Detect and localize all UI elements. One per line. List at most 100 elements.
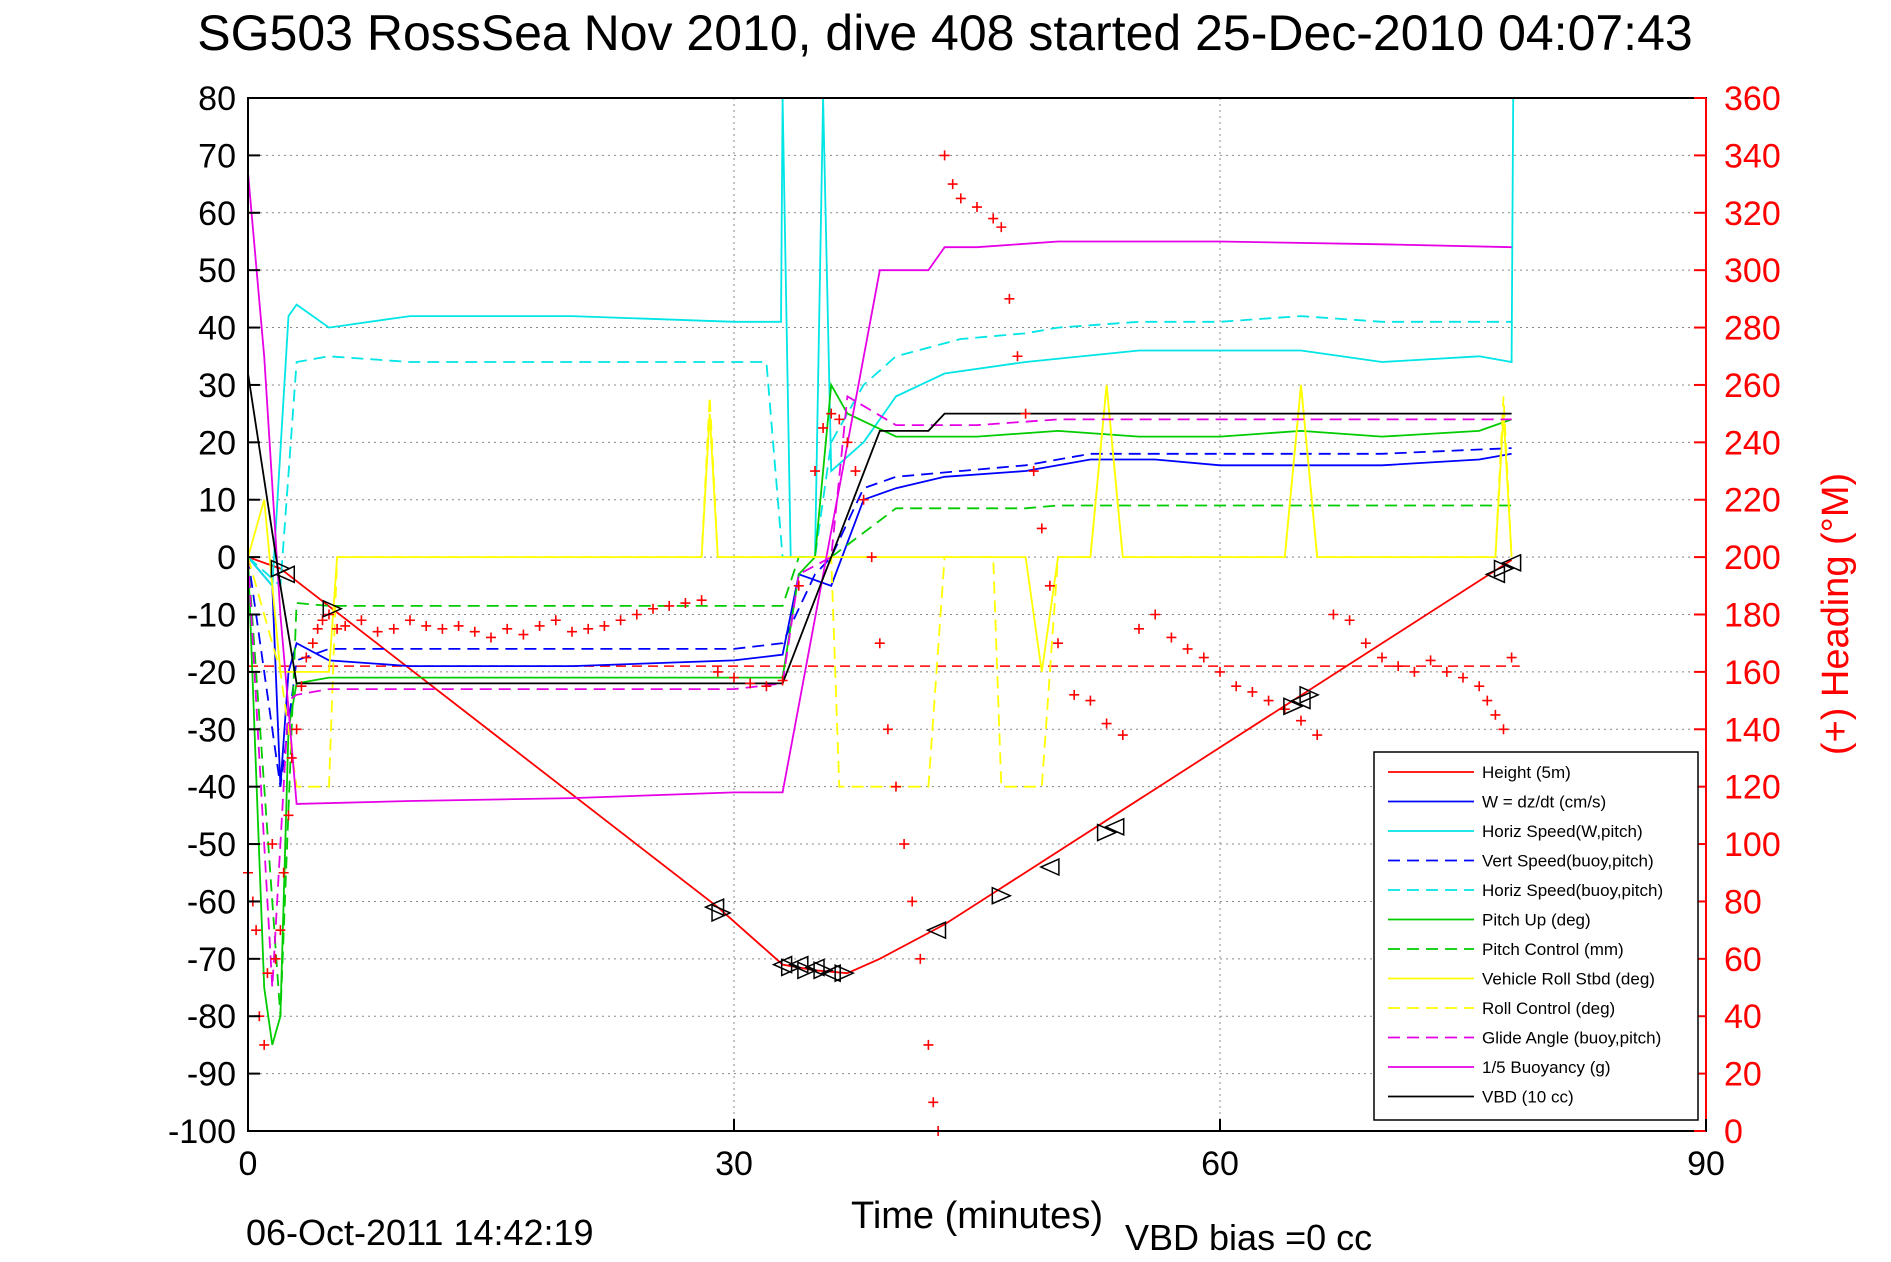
heading-point <box>1036 523 1047 534</box>
heading-point <box>745 678 756 689</box>
heading-point <box>874 638 885 649</box>
triangle-marker <box>1283 697 1304 716</box>
heading-point <box>1328 609 1339 620</box>
y2-tick-label: 180 <box>1724 597 1781 635</box>
heading-point <box>1117 730 1128 741</box>
x-tick-label: 60 <box>1201 1145 1239 1183</box>
heading-point <box>469 626 480 637</box>
heading-point <box>1101 718 1112 729</box>
series-line <box>247 447 1512 787</box>
y-tick-label: -50 <box>187 826 236 864</box>
y-tick-label: 80 <box>198 80 236 118</box>
heading-point <box>291 724 302 735</box>
triangle-marker <box>820 964 841 983</box>
legend-label: W = dz/dt (cm/s) <box>1482 793 1606 812</box>
triangle-marker <box>703 898 725 917</box>
heading-point <box>372 626 383 637</box>
heading-point <box>761 681 772 692</box>
heading-point <box>928 1097 939 1108</box>
heading-point <box>866 552 877 563</box>
heading-point <box>955 193 966 204</box>
right-axis: 3603403203002802602402202001801601401201… <box>1694 80 1781 1151</box>
heading-point <box>332 623 343 634</box>
legend-label: Horiz Speed(W,pitch) <box>1482 822 1643 841</box>
heading-point <box>907 896 918 907</box>
heading-point <box>583 623 594 634</box>
triangle-marker <box>322 599 344 618</box>
heading-point <box>283 810 294 821</box>
heading-point <box>405 615 415 626</box>
legend-label: Glide Angle (buoy,pitch) <box>1482 1029 1661 1048</box>
heading-point <box>939 150 950 161</box>
heading-point <box>988 213 999 224</box>
heading-point <box>680 598 691 609</box>
x-axis: 0 30 60 90 <box>239 1119 1725 1183</box>
series-line <box>247 384 1513 788</box>
triangle-marker <box>1096 823 1118 842</box>
heading-point <box>1312 730 1323 741</box>
y-tick-label: -90 <box>187 1056 236 1094</box>
heading-point <box>850 466 861 477</box>
y2-tick-label: 40 <box>1724 998 1762 1036</box>
vbd-bias-footer: VBD bias =0 cc <box>1125 1217 1372 1258</box>
y2-tick-label: 120 <box>1724 769 1781 807</box>
heading-point <box>842 437 853 448</box>
heading-point <box>810 466 820 477</box>
legend-box <box>1373 751 1699 1121</box>
heading-point <box>1296 715 1306 726</box>
heading-point <box>1020 408 1031 419</box>
legend-label: Pitch Up (deg) <box>1482 911 1591 930</box>
y2-tick-label: 20 <box>1724 1056 1762 1094</box>
heading-point <box>1215 666 1225 677</box>
heading-point <box>915 953 926 964</box>
legend-label: Pitch Control (mm) <box>1482 940 1624 959</box>
x-tick-label: 0 <box>239 1145 258 1183</box>
heading-point <box>1004 293 1015 304</box>
triangle-marker <box>274 565 296 584</box>
y2-tick-label: 140 <box>1724 711 1781 749</box>
y-tick-label: 60 <box>198 195 236 233</box>
triangle-marker <box>1500 553 1522 573</box>
heading-point <box>648 603 658 614</box>
triangle-marker <box>1484 565 1506 584</box>
heading-point <box>1458 672 1468 683</box>
x-axis-label: Time (minutes) <box>851 1195 1103 1237</box>
x-tick-label: 30 <box>715 1145 753 1183</box>
heading-point <box>1134 623 1144 634</box>
heading-point <box>1279 704 1290 715</box>
y2-tick-label: 0 <box>1724 1113 1743 1151</box>
y2-tick-label: 160 <box>1724 654 1781 692</box>
triangle-marker <box>991 886 1013 905</box>
heading-point <box>1247 686 1258 697</box>
heading-point <box>1166 632 1177 643</box>
left-axis: 80 70 60 50 40 30 20 10 0 -10 -20 -30 -40 -50 -60 -70 -8… <box>168 80 260 1151</box>
triangle-marker <box>1103 817 1125 836</box>
y-tick-label: 10 <box>198 482 236 520</box>
heading-point <box>1409 666 1420 677</box>
heading-point <box>1360 638 1371 649</box>
heading-point <box>437 623 448 634</box>
heading-point <box>858 494 869 505</box>
y-tick-label: -100 <box>168 1113 236 1151</box>
y-tick-label: 40 <box>198 310 236 348</box>
heading-point <box>834 414 845 425</box>
y2-tick-label: 340 <box>1724 137 1781 175</box>
x-tick-label: 90 <box>1687 1145 1725 1183</box>
series-line <box>247 97 1515 589</box>
heading-point <box>1044 580 1055 591</box>
heading-point <box>882 724 893 735</box>
y-tick-label: -40 <box>187 769 236 807</box>
heading-point <box>550 615 561 626</box>
heading-point <box>1441 666 1452 677</box>
heading-point <box>1263 695 1274 706</box>
triangle-markers <box>270 553 1522 983</box>
heading-point <box>518 629 529 640</box>
y-tick-label: -10 <box>187 597 236 635</box>
series-lines <box>247 97 1515 1046</box>
heading-point <box>1028 466 1039 477</box>
heading-point <box>312 623 323 634</box>
triangle-marker <box>1290 691 1311 710</box>
y-tick-label: -30 <box>187 711 236 749</box>
heading-point <box>307 638 318 649</box>
heading-point <box>599 620 610 631</box>
